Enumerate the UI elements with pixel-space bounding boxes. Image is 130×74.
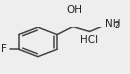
Text: F: F	[1, 44, 7, 54]
Text: NH: NH	[105, 19, 120, 29]
Text: OH: OH	[66, 5, 82, 15]
Text: HCl: HCl	[80, 35, 98, 45]
Text: 2: 2	[114, 21, 119, 30]
